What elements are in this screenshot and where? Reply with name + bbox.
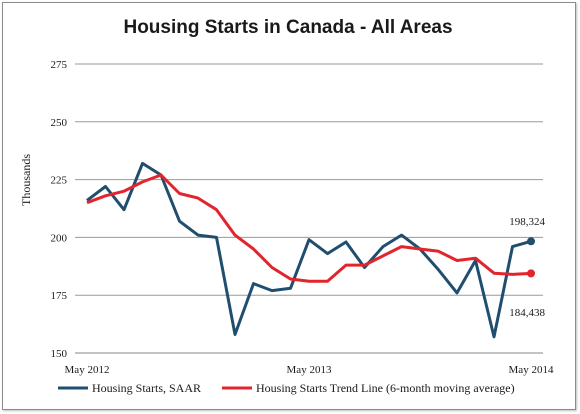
- series-end-marker-1: [527, 269, 535, 278]
- y-tick-225: 225: [51, 175, 68, 187]
- grid-lines: [75, 63, 543, 296]
- y-tick-200: 200: [51, 232, 68, 244]
- y-tick-250: 250: [51, 117, 68, 129]
- y-tick-labels: 150 175 200 225 250 275: [51, 59, 68, 360]
- y-axis-label: Thousands: [19, 154, 33, 206]
- series-line-0: [86, 161, 532, 339]
- end-label-trend: 184,438: [509, 307, 545, 319]
- chart-title: Housing Starts in Canada - All Areas: [123, 17, 452, 38]
- legend-label-saar: Housing Starts, SAAR: [92, 381, 201, 395]
- y-tick-275: 275: [51, 59, 68, 71]
- x-tick-2: May 2014: [509, 364, 554, 376]
- end-label-saar: 198,324: [509, 216, 545, 228]
- y-tick-175: 175: [51, 290, 68, 302]
- series-lines: [86, 161, 535, 339]
- series-end-marker-0: [527, 237, 535, 246]
- legend: Housing Starts, SAAR Housing Starts Tren…: [58, 381, 515, 395]
- x-tick-0: May 2012: [65, 364, 110, 376]
- y-tick-150: 150: [51, 348, 68, 360]
- series-line-1: [86, 173, 532, 283]
- x-tick-labels: May 2012 May 2013 May 2014: [65, 364, 554, 376]
- legend-label-trend: Housing Starts Trend Line (6-month movin…: [256, 381, 515, 395]
- chart-frame: [2, 2, 576, 410]
- x-tick-1: May 2013: [287, 364, 332, 376]
